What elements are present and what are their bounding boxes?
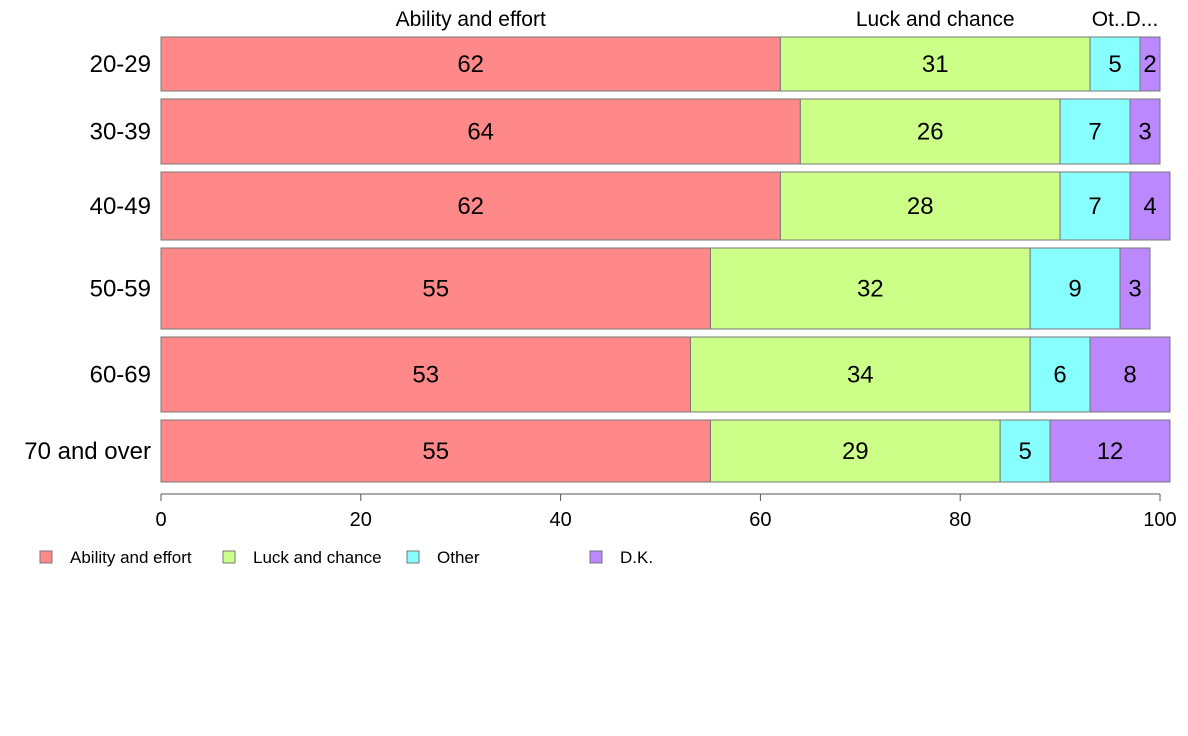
data-label: 62	[457, 193, 484, 220]
x-tick-label: 40	[549, 509, 571, 531]
data-label: 2	[1143, 51, 1156, 78]
bar-3-row-4	[1029, 247, 1121, 330]
data-label: 9	[1068, 276, 1081, 303]
bar-4-row-6	[1049, 419, 1171, 483]
category-label: 60-69	[90, 362, 151, 389]
data-label: 5	[1018, 438, 1031, 465]
bar-area: 62 31 5 264 26 7 362 28 7 455 32 9 353 34 6 855 29 5 12	[160, 36, 1171, 483]
column-header-label: Luck and chance	[856, 8, 1015, 31]
legend: Ability and effort Luck and chance Other D.…	[39, 548, 653, 567]
bar-4-row-3	[1129, 171, 1171, 241]
bar-1-row-5	[160, 336, 691, 413]
data-label: 5	[1108, 51, 1121, 78]
bar-2-row-6	[709, 419, 1001, 483]
data-label: 6	[1053, 362, 1066, 389]
bar-3-row-3	[1059, 171, 1131, 241]
category-label: 30-39	[90, 119, 151, 146]
column-header-label: Ability and effort	[396, 8, 546, 31]
category-label: 70 and over	[24, 438, 151, 465]
data-label: 4	[1143, 193, 1156, 220]
bar-3-row-6	[999, 419, 1051, 483]
x-tick-label: 0	[155, 509, 166, 531]
data-label: 31	[922, 51, 949, 78]
data-label: 3	[1128, 276, 1141, 303]
data-label: 7	[1088, 119, 1101, 146]
data-label: 12	[1097, 438, 1124, 465]
bar-2-row-5	[689, 336, 1031, 413]
bar-3-row-1	[1089, 36, 1141, 92]
x-tick-label: 80	[949, 509, 971, 531]
column-header-label: Ot..D...	[1092, 8, 1159, 31]
bar-2-row-4	[709, 247, 1031, 330]
data-label: 55	[422, 438, 449, 465]
bar-2-row-3	[779, 171, 1061, 241]
column-header-labels: Ability and effort Luck and chance Ot..D..…	[396, 8, 1159, 31]
legend-swatch	[406, 550, 420, 564]
data-label: 34	[847, 362, 874, 389]
category-label: 20-29	[90, 51, 151, 78]
x-axis: 0 20 40 60 80 100	[155, 493, 1177, 531]
bar-4-row-2	[1129, 98, 1161, 165]
x-tick-label: 60	[749, 509, 771, 531]
bar-2-row-1	[779, 36, 1091, 92]
legend-swatch	[589, 550, 603, 564]
bar-4-row-4	[1119, 247, 1151, 330]
bar-3-row-5	[1029, 336, 1091, 413]
bar-1-row-3	[160, 171, 781, 241]
bar-1-row-4	[160, 247, 711, 330]
data-label: 32	[857, 276, 884, 303]
category-label: 40-49	[90, 193, 151, 220]
legend-label: Luck and chance	[253, 548, 382, 567]
data-label: 62	[457, 51, 484, 78]
data-label: 55	[422, 276, 449, 303]
bar-1-row-2	[160, 98, 801, 165]
bar-4-row-1	[1139, 36, 1161, 92]
data-label: 26	[917, 119, 944, 146]
legend-label: Other	[437, 548, 480, 567]
bar-1-row-6	[160, 419, 711, 483]
category-label: 50-59	[90, 276, 151, 303]
data-label: 64	[467, 119, 494, 146]
legend-label: D.K.	[620, 548, 653, 567]
data-label: 7	[1088, 193, 1101, 220]
data-label: 29	[842, 438, 869, 465]
data-label: 8	[1123, 362, 1136, 389]
legend-label: Ability and effort	[70, 548, 192, 567]
bar-1-row-1	[160, 36, 781, 92]
x-tick-label: 100	[1143, 509, 1176, 531]
category-labels: 20-29 30-39 40-49 50-59 60-69 70 and over	[24, 51, 151, 465]
bar-3-row-2	[1059, 98, 1131, 165]
legend-swatch	[39, 550, 53, 564]
bar-2-row-2	[799, 98, 1061, 165]
data-label: 3	[1138, 119, 1151, 146]
data-label: 53	[412, 362, 439, 389]
x-tick-label: 20	[350, 509, 372, 531]
data-label: 28	[907, 193, 934, 220]
legend-swatch	[222, 550, 236, 564]
bar-4-row-5	[1089, 336, 1171, 413]
